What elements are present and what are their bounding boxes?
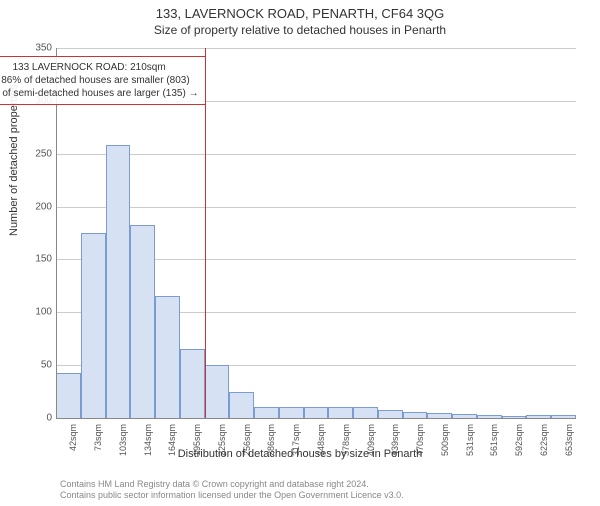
histogram-bar (279, 407, 304, 418)
footer-attribution: Contains HM Land Registry data © Crown c… (60, 479, 404, 502)
histogram-bar (130, 225, 155, 418)
y-tick-label: 350 (22, 43, 52, 54)
histogram-bar (353, 407, 378, 418)
y-tick-label: 250 (22, 148, 52, 159)
annotation-line2: ← 86% of detached houses are smaller (80… (0, 74, 199, 87)
histogram-bar (205, 365, 230, 418)
footer-line1: Contains HM Land Registry data © Crown c… (60, 479, 404, 491)
histogram-bar (81, 233, 106, 418)
x-axis-label: Distribution of detached houses by size … (0, 448, 600, 460)
y-tick-label: 0 (22, 413, 52, 424)
histogram-bar (155, 296, 180, 418)
y-tick-label: 150 (22, 254, 52, 265)
annotation-line3: 14% of semi-detached houses are larger (… (0, 87, 199, 100)
histogram-bar (328, 407, 353, 418)
y-tick-label: 200 (22, 201, 52, 212)
chart-title-sub: Size of property relative to detached ho… (0, 23, 600, 37)
plot-area: 05010015020025030035042sqm73sqm103sqm134… (56, 48, 576, 418)
footer-line2: Contains public sector information licen… (60, 490, 404, 502)
grid-line (56, 207, 576, 208)
grid-line (56, 154, 576, 155)
histogram-bar (378, 410, 403, 418)
histogram-chart: 05010015020025030035042sqm73sqm103sqm134… (56, 48, 576, 418)
grid-line (56, 48, 576, 49)
histogram-bar (304, 407, 329, 418)
histogram-bar (229, 392, 254, 418)
histogram-bar (56, 373, 81, 418)
annotation-line1: 133 LAVERNOCK ROAD: 210sqm (0, 61, 199, 74)
histogram-bar (106, 145, 131, 418)
x-axis-line (56, 418, 576, 419)
annotation-box: 133 LAVERNOCK ROAD: 210sqm← 86% of detac… (0, 56, 206, 105)
y-tick-label: 100 (22, 307, 52, 318)
histogram-bar (180, 349, 205, 418)
histogram-bar (254, 407, 279, 418)
chart-title-main: 133, LAVERNOCK ROAD, PENARTH, CF64 3QG (0, 6, 600, 21)
y-tick-label: 50 (22, 360, 52, 371)
y-axis-label: Number of detached properties (8, 84, 20, 236)
